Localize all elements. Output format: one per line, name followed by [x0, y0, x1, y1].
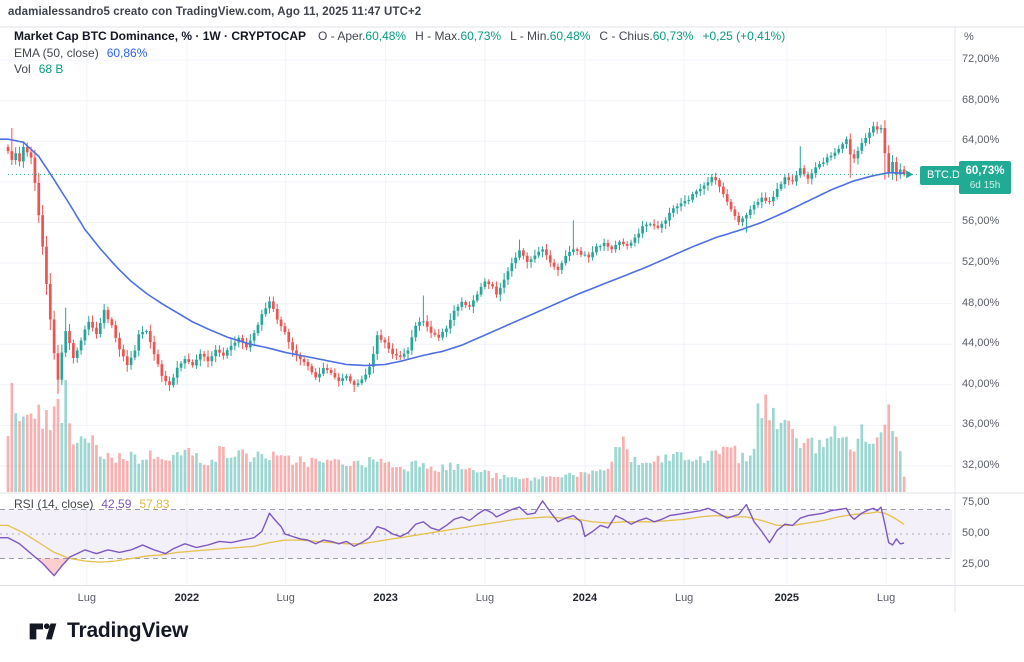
rsi-legend-row[interactable]: RSI (14, close) 42,59 57,83 — [14, 497, 169, 511]
volume-value: 68 B — [38, 62, 64, 76]
change-value: +0,25 (+0,41%) — [702, 29, 786, 43]
symbol-flag-badge[interactable]: BTC.D — [920, 166, 967, 185]
rsi-axis-label: 75,00 — [962, 496, 990, 509]
tradingview-logo-icon — [29, 623, 57, 640]
price-axis-label: 68,00% — [962, 93, 1000, 106]
ema-value: 60,86% — [106, 46, 148, 60]
price-axis-label: 64,00% — [962, 134, 1000, 147]
percent-axis-label: % — [964, 31, 974, 43]
bar-countdown: 6d 15h — [969, 179, 1001, 191]
time-axis-year-label: 2024 — [572, 592, 598, 604]
tradingview-logo[interactable]: TradingView — [28, 618, 188, 644]
ema-label: EMA (50, close) — [14, 46, 99, 60]
price-axis-label: 36,00% — [962, 418, 1000, 431]
ohlc-pair-label: O - Aper. — [318, 29, 366, 43]
symbol-title[interactable]: Market Cap BTC Dominance, % · 1W · CRYPT… — [14, 29, 307, 43]
time-axis-month-label: Lug — [77, 592, 97, 604]
main-legend-row: Market Cap BTC Dominance, % · 1W · CRYPT… — [14, 29, 785, 43]
ohlc-values: O - Aper.60,48% H - Max.60,73% L - Min.60,… — [318, 29, 702, 43]
attribution-text: adamialessandro5 creato con TradingView.… — [8, 6, 422, 18]
rsi-axis-label: 25,00 — [962, 557, 990, 570]
rsi-label: RSI (14, close) — [14, 497, 94, 511]
time-axis[interactable]: Lug 2022 Lug 2023 Lug 2024 Lug 2025 Lug — [0, 586, 955, 612]
price-axis-label: 56,00% — [962, 215, 1000, 228]
price-axis-label: 44,00% — [962, 337, 1000, 350]
volume-legend-row[interactable]: Vol 68 B — [14, 62, 63, 76]
last-price-value: 60,73% — [965, 165, 1005, 177]
rsi-axis-label: 50,00 — [962, 527, 990, 539]
ema-legend-row[interactable]: EMA (50, close) 60,86% — [14, 46, 147, 60]
volume-label: Vol — [14, 62, 31, 76]
price-axis-label: 72,00% — [962, 53, 1000, 65]
price-axis-label: 32,00% — [962, 459, 1000, 471]
ohlc-pair-label: C - Chius. — [599, 29, 653, 43]
rsi-ma-value: 57,83 — [139, 497, 170, 511]
time-axis-month-label: Lug — [674, 592, 694, 604]
time-axis-month-label: Lug — [876, 592, 896, 604]
price-axis-label: 48,00% — [962, 296, 1000, 309]
time-axis-year-label: 2022 — [174, 592, 200, 604]
last-price-badge[interactable]: 60,73% 6d 15h — [959, 161, 1011, 194]
time-axis-month-label: Lug — [475, 592, 495, 604]
ohlc-pair-value: 60,73% — [652, 29, 694, 43]
price-axis-label: 40,00% — [962, 377, 1000, 390]
rsi-value: 42,59 — [101, 497, 132, 511]
ohlc-pair-label: L - Min. — [510, 29, 550, 43]
time-axis-year-label: 2025 — [774, 592, 800, 604]
time-axis-month-label: Lug — [276, 592, 295, 604]
ohlc-pair-value: 60,48% — [549, 29, 591, 43]
tradingview-logo-text: TradingView — [67, 619, 189, 642]
price-axis-label: 52,00% — [962, 256, 1000, 268]
price-axis[interactable]: % 72,00% 68,00% 64,00% 56,00% 52,00% 48,00% 44… — [955, 27, 1024, 586]
time-axis-year-label: 2023 — [373, 592, 398, 604]
ohlc-pair-value: 60,48% — [365, 29, 407, 43]
ohlc-pair-label: H - Max. — [415, 29, 461, 43]
ohlc-pair-value: 60,73% — [460, 29, 502, 43]
